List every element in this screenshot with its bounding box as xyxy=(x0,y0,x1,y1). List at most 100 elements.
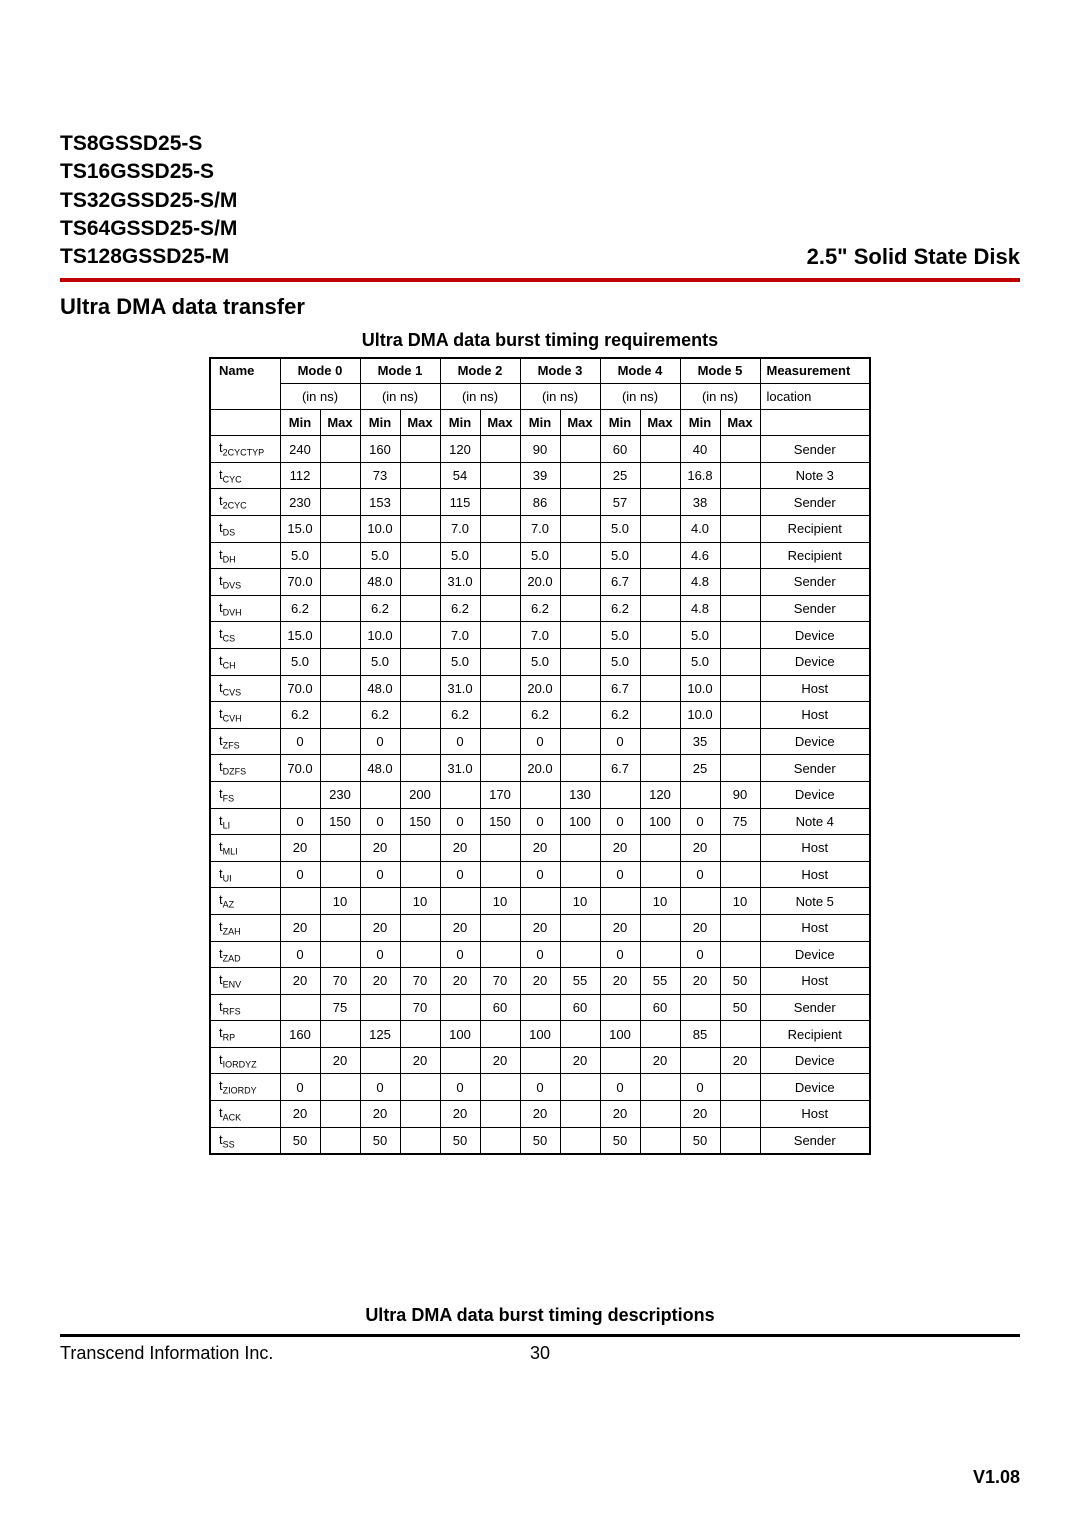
cell-min xyxy=(520,1047,560,1074)
table-row: tMLI202020202020Host xyxy=(210,835,870,862)
cell-min xyxy=(600,1047,640,1074)
model-line: TS8GSSD25-S xyxy=(60,130,237,158)
table-row: tZIORDY000000Device xyxy=(210,1074,870,1101)
cell-max xyxy=(480,861,520,888)
cell-min: 20 xyxy=(440,968,480,995)
cell-max xyxy=(320,542,360,569)
cell-max: 10 xyxy=(640,888,680,915)
cell-min: 6.2 xyxy=(360,702,400,729)
cell-max xyxy=(400,914,440,941)
cell-measurement: Host xyxy=(760,914,870,941)
max-1: Max xyxy=(400,410,440,436)
cell-max xyxy=(560,1127,600,1154)
col-mode4-header: Mode 4 xyxy=(600,358,680,384)
cell-min: 48.0 xyxy=(360,755,400,782)
cell-max xyxy=(560,542,600,569)
cell-min: 20 xyxy=(520,1101,560,1128)
cell-min: 20 xyxy=(680,968,720,995)
cell-max: 10 xyxy=(480,888,520,915)
cell-min: 0 xyxy=(440,861,480,888)
cell-max xyxy=(480,941,520,968)
unit-2: (in ns) xyxy=(440,384,520,410)
param-name: tIORDYZ xyxy=(210,1047,280,1074)
cell-max xyxy=(560,595,600,622)
cell-min: 20 xyxy=(440,835,480,862)
cell-max xyxy=(480,462,520,489)
cell-min: 6.7 xyxy=(600,675,640,702)
cell-max xyxy=(560,1074,600,1101)
cell-min: 20 xyxy=(440,1101,480,1128)
cell-max: 70 xyxy=(480,968,520,995)
param-name: tCVH xyxy=(210,702,280,729)
model-line: TS16GSSD25-S xyxy=(60,158,237,186)
min-2: Min xyxy=(440,410,480,436)
cell-min: 0 xyxy=(280,861,320,888)
cell-max: 10 xyxy=(320,888,360,915)
min-4: Min xyxy=(600,410,640,436)
cell-min: 15.0 xyxy=(280,622,320,649)
cell-max xyxy=(560,462,600,489)
table-row: t2CYC230153115865738Sender xyxy=(210,489,870,516)
cell-min: 0 xyxy=(280,808,320,835)
cell-max xyxy=(480,516,520,543)
cell-min: 6.2 xyxy=(280,702,320,729)
cell-max xyxy=(640,1101,680,1128)
cell-min: 35 xyxy=(680,728,720,755)
cell-max xyxy=(640,436,680,463)
param-name: t2CYC xyxy=(210,489,280,516)
cell-measurement: Device xyxy=(760,622,870,649)
cell-max xyxy=(640,489,680,516)
cell-max xyxy=(560,755,600,782)
cell-measurement: Host xyxy=(760,702,870,729)
cell-max: 20 xyxy=(720,1047,760,1074)
cell-min: 5.0 xyxy=(600,516,640,543)
cell-min: 50 xyxy=(440,1127,480,1154)
cell-max xyxy=(560,489,600,516)
cell-max xyxy=(560,516,600,543)
cell-max: 60 xyxy=(480,994,520,1021)
cell-max xyxy=(480,914,520,941)
cell-measurement: Recipient xyxy=(760,542,870,569)
cell-max xyxy=(560,728,600,755)
cell-min: 0 xyxy=(280,728,320,755)
cell-min: 20 xyxy=(520,835,560,862)
header-row-3: MinMax MinMax MinMax MinMax MinMax MinMa… xyxy=(210,410,870,436)
cell-max xyxy=(640,941,680,968)
cell-min: 100 xyxy=(520,1021,560,1048)
cell-min xyxy=(360,1047,400,1074)
cell-max xyxy=(480,835,520,862)
cell-min: 112 xyxy=(280,462,320,489)
table-body: t2CYCTYP240160120906040SendertCYC1127354… xyxy=(210,436,870,1155)
cell-measurement: Host xyxy=(760,861,870,888)
red-divider xyxy=(60,278,1020,282)
cell-max xyxy=(400,516,440,543)
cell-max xyxy=(320,622,360,649)
max-5: Max xyxy=(720,410,760,436)
cell-min: 16.8 xyxy=(680,462,720,489)
cell-min xyxy=(680,1047,720,1074)
blank-meas xyxy=(760,410,870,436)
cell-max xyxy=(720,755,760,782)
cell-min: 39 xyxy=(520,462,560,489)
cell-min xyxy=(440,1047,480,1074)
cell-max: 20 xyxy=(320,1047,360,1074)
table-row: tUI000000Host xyxy=(210,861,870,888)
cell-max xyxy=(720,595,760,622)
cell-min: 10.0 xyxy=(360,516,400,543)
cell-max xyxy=(640,542,680,569)
cell-max xyxy=(560,861,600,888)
cell-min: 20.0 xyxy=(520,569,560,596)
cell-min: 31.0 xyxy=(440,569,480,596)
cell-max xyxy=(480,675,520,702)
cell-min: 160 xyxy=(280,1021,320,1048)
cell-min: 4.6 xyxy=(680,542,720,569)
cell-max xyxy=(640,861,680,888)
cell-min: 6.2 xyxy=(280,595,320,622)
cell-max xyxy=(720,941,760,968)
cell-max: 20 xyxy=(400,1047,440,1074)
cell-max xyxy=(320,436,360,463)
cell-max: 20 xyxy=(640,1047,680,1074)
cell-max xyxy=(720,914,760,941)
cell-min: 25 xyxy=(680,755,720,782)
cell-max xyxy=(640,595,680,622)
